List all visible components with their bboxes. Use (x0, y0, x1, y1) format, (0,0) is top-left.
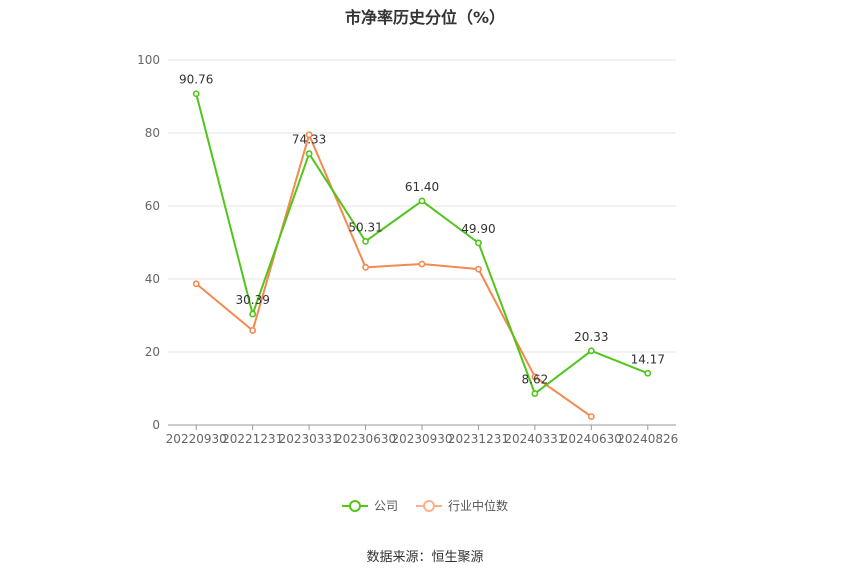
industry-data-point (531, 373, 539, 381)
company-data-point (587, 347, 595, 355)
y-tick-label: 20 (145, 345, 160, 359)
company-data-point (475, 239, 482, 247)
data-label: 8.62 (522, 373, 549, 387)
data-label: 49.90 (461, 222, 495, 236)
chart-title: 市净率历史分位（%） (344, 8, 506, 27)
x-tick-label: 20240630 (561, 432, 622, 446)
company-data-point (531, 390, 539, 397)
company-data-point (644, 369, 652, 377)
legend: 公司 行业中位数 (0, 497, 850, 514)
industry-data-point (475, 265, 482, 273)
industry-data-point (249, 327, 257, 334)
x-tick-label: 20230331 (279, 432, 340, 446)
x-tick-label: 20240826 (617, 432, 678, 446)
data-source: 数据来源：恒生聚源 (366, 550, 484, 565)
company-series-line (195, 93, 649, 395)
industry-data-point (305, 131, 313, 139)
line-chart: 0204060801002022093020221231202303312023… (137, 53, 678, 446)
company-data-point (192, 90, 200, 98)
y-tick-label: 80 (145, 126, 160, 140)
legend-company-marker (341, 499, 368, 512)
data-label: 90.76 (179, 73, 213, 87)
x-tick-label: 20231231 (448, 432, 509, 446)
x-tick-label: 20220930 (166, 432, 227, 446)
y-tick-label: 100 (137, 53, 160, 67)
industry-data-point (418, 260, 426, 268)
industry-data-point (587, 413, 595, 421)
company-data-point (305, 150, 313, 158)
industry-data-point (362, 263, 369, 271)
x-tick-label: 20230630 (335, 432, 396, 446)
y-tick-label: 40 (145, 272, 160, 286)
legend-industry-label: 行业中位数 (448, 499, 509, 513)
industry-data-point (192, 280, 200, 288)
industry-series-line (195, 133, 592, 418)
data-label: 20.33 (574, 330, 608, 344)
company-data-point (362, 237, 369, 245)
data-label: 61.40 (405, 180, 439, 194)
legend-item-industry[interactable]: 行业中位数 (416, 497, 508, 514)
y-tick-label: 0 (152, 418, 160, 432)
data-label: 50.31 (348, 220, 382, 234)
company-data-point (249, 310, 257, 318)
legend-company-label: 公司 (373, 499, 398, 513)
data-label: 74.33 (292, 133, 326, 147)
x-tick-label: 20230930 (391, 432, 452, 446)
legend-industry-marker (416, 499, 442, 512)
company-data-point (418, 197, 426, 205)
data-label: 14.17 (631, 352, 665, 366)
legend-item-company[interactable]: 公司 (341, 497, 398, 514)
x-tick-label: 20240331 (504, 432, 565, 446)
x-tick-label: 20221231 (222, 432, 283, 446)
data-label: 30.39 (235, 293, 269, 307)
y-tick-label: 60 (145, 199, 160, 213)
